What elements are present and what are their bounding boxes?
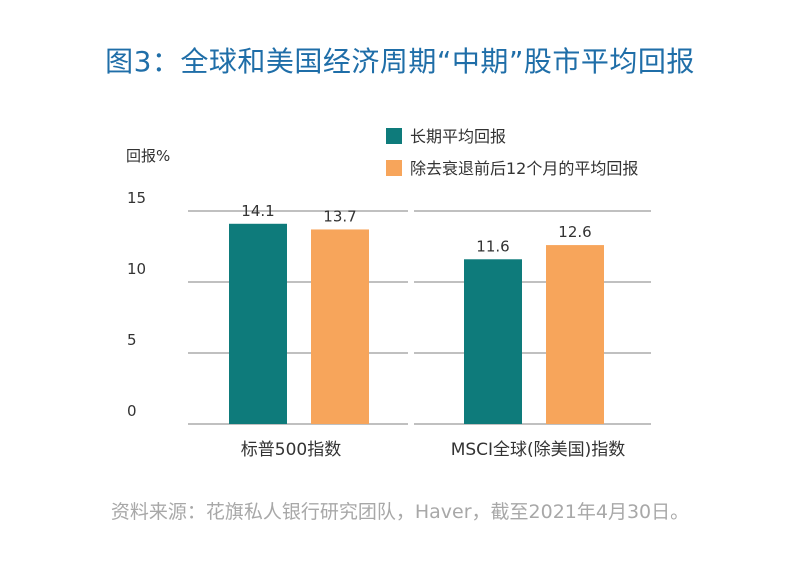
- bar-1-1: [229, 223, 287, 424]
- bar-1-2: [464, 259, 522, 424]
- y-tick-10: 10: [127, 260, 146, 278]
- bars: [229, 223, 604, 424]
- y-tick-0: 0: [127, 402, 137, 420]
- y-axis-label: 回报%: [126, 147, 170, 165]
- y-tick-5: 5: [127, 331, 137, 349]
- y-tick-15: 15: [127, 189, 146, 207]
- legend-label-1: 长期平均回报: [410, 127, 506, 146]
- grid-lines: [188, 210, 651, 425]
- y-tick-labels: 0 5 10 15: [127, 189, 146, 420]
- data-labels: 14.1 11.6 13.7 12.6: [241, 202, 591, 256]
- category-label-1: 标普500指数: [241, 440, 341, 460]
- category-label-2: MSCI全球(除美国)指数: [451, 440, 626, 460]
- category-labels: 标普500指数 MSCI全球(除美国)指数: [241, 440, 626, 460]
- chart-title: 图3：全球和美国经济周期“中期”股市平均回报: [105, 45, 695, 78]
- bar-2-2: [546, 245, 604, 424]
- legend-label-2: 除去衰退前后12个月的平均回报: [410, 159, 638, 178]
- data-label-2-2: 12.6: [558, 223, 591, 241]
- data-label-1-2: 11.6: [476, 237, 509, 255]
- legend-swatch-1: [386, 128, 402, 144]
- source-note: 资料来源：花旗私人银行研究团队，Haver，截至2021年4月30日。: [110, 501, 690, 523]
- data-label-2-1: 13.7: [323, 207, 356, 225]
- data-label-1-1: 14.1: [241, 202, 274, 220]
- legend-swatch-2: [386, 160, 402, 176]
- bar-2-1: [311, 229, 369, 424]
